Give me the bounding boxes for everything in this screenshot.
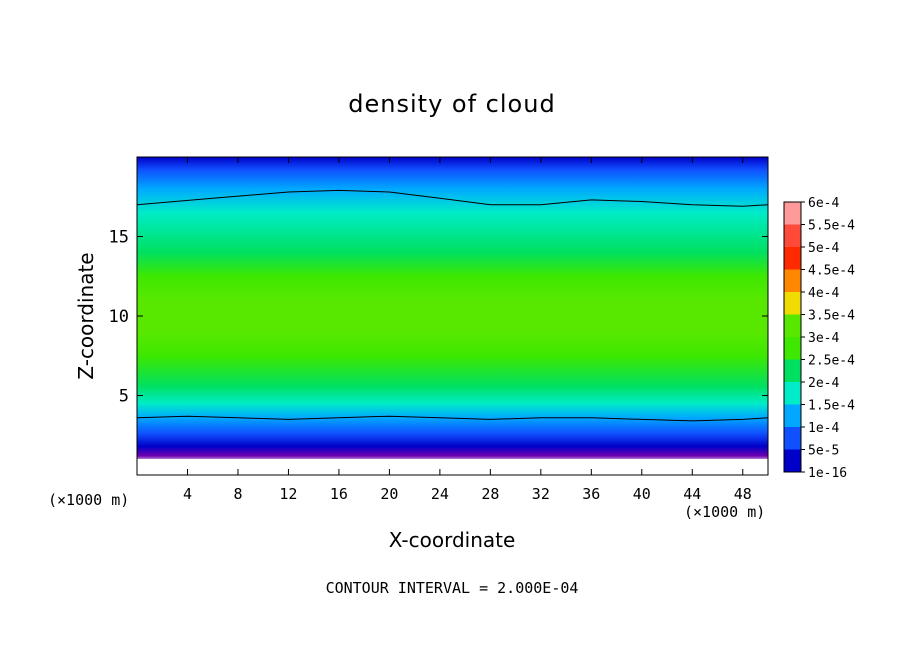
x-tick-label: 40	[633, 485, 651, 503]
colorbar-swatch	[784, 269, 801, 293]
colorbar-label: 3e-4	[808, 331, 839, 346]
x-tick-label: 32	[532, 485, 550, 503]
x-tick-label: 36	[582, 485, 600, 503]
colorbar-swatch	[784, 404, 801, 428]
x-tick-label: 28	[481, 485, 499, 503]
y-axis-label: Z-coordinate	[74, 252, 98, 379]
colorbar-swatch	[784, 224, 801, 248]
x-tick-label: 44	[683, 485, 701, 503]
contour-lines	[136, 189, 769, 422]
colorbar-label: 1e-16	[808, 466, 847, 481]
x-units-right: (×1000 m)	[684, 503, 765, 521]
colorbar-swatch	[784, 292, 801, 315]
colorbar-swatch	[784, 314, 801, 338]
colorbar-label: 2.5e-4	[808, 354, 855, 369]
colorbar-swatch	[784, 449, 801, 473]
x-tick-label: 12	[279, 485, 297, 503]
contour-interval-note: CONTOUR INTERVAL = 2.000E-04	[326, 579, 579, 597]
colorbar-swatch	[784, 359, 801, 383]
colorbar-swatch	[784, 382, 801, 405]
colorbar-swatch	[784, 427, 801, 450]
colorbar-label: 4e-4	[808, 286, 839, 301]
x-tick-label: 8	[233, 485, 242, 503]
x-tick-label: 4	[183, 485, 192, 503]
chart-title: density of cloud	[348, 90, 555, 118]
colorbar-label: 1.5e-4	[808, 399, 855, 414]
colorbar-label: 2e-4	[808, 376, 839, 391]
colorbar-label: 3.5e-4	[808, 309, 855, 324]
x-axis-ticks: 4 8 12 16 20 24 28 32 36 40 44 48	[183, 157, 752, 503]
colorbar: 6e-4 5.5e-4 5e-4 4.5e-4 4e-4 3.5e-4 3e-4 2.5e-4…	[783, 196, 855, 481]
density-field	[137, 157, 768, 475]
x-axis-label: X-coordinate	[389, 528, 516, 552]
x-tick-label: 24	[431, 485, 449, 503]
y-axis-ticks: 5 10 15	[109, 228, 768, 407]
colorbar-label: 4.5e-4	[808, 264, 855, 279]
colorbar-label: 1e-4	[808, 421, 839, 436]
y-tick-label: 15	[109, 228, 129, 248]
x-tick-label: 16	[330, 485, 348, 503]
contour-line-0	[136, 189, 769, 207]
colorbar-swatch	[784, 337, 801, 360]
colorbar-swatch	[784, 247, 801, 270]
colorbar-label: 5e-4	[808, 241, 839, 256]
colorbar-label: 5.5e-4	[808, 219, 855, 234]
plot-area	[136, 156, 769, 476]
x-tick-label: 20	[380, 485, 398, 503]
x-units-left: (×1000 m)	[48, 491, 129, 509]
x-tick-label: 48	[734, 485, 752, 503]
y-tick-label: 5	[119, 387, 129, 407]
surface-gap	[137, 459, 768, 475]
y-tick-label: 10	[109, 307, 129, 327]
colorbar-label: 6e-4	[808, 196, 839, 211]
colorbar-label: 5e-5	[808, 444, 839, 459]
colorbar-swatch	[784, 202, 801, 225]
contour-line-1	[136, 415, 769, 422]
